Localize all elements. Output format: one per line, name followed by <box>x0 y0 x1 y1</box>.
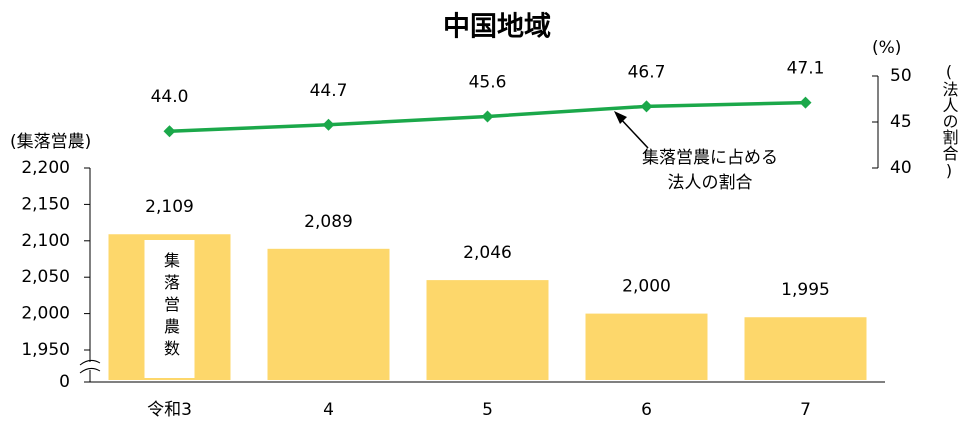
bar <box>585 313 708 380</box>
y-tick-label: 0 <box>59 372 70 392</box>
line-value-label: 46.7 <box>628 62 666 82</box>
y-tick-label: 2,000 <box>21 304 70 324</box>
bar-value-label: 2,089 <box>304 212 353 232</box>
bar <box>744 317 867 380</box>
line-value-label: 45.6 <box>469 72 507 92</box>
y-tick-label: 1,950 <box>21 340 70 360</box>
y2-tick-label: 50 <box>890 66 912 86</box>
y-tick-label: 2,050 <box>21 267 70 287</box>
annotation: 集落営農に占める <box>642 148 778 168</box>
axis-break-gap <box>80 362 100 370</box>
axis-break <box>79 359 101 366</box>
annotation-arrow <box>617 115 649 149</box>
y-tick-label: 2,150 <box>21 194 70 214</box>
series-label: 集落営農数 <box>161 252 180 362</box>
line-marker <box>322 118 335 131</box>
y-tick-label: 2,200 <box>21 158 70 178</box>
series-label-box <box>144 240 195 378</box>
bar-value-label: 2,000 <box>622 277 671 297</box>
x-tick-label: 7 <box>800 400 811 420</box>
bar-value-label: 2,046 <box>463 243 512 263</box>
x-tick-label: 令和3 <box>147 400 192 420</box>
chart-title: 中国地域 <box>443 12 551 43</box>
y2-tick-label: 45 <box>890 112 912 132</box>
line-value-label: 44.0 <box>151 87 189 107</box>
y2-tick-label: 40 <box>890 158 912 178</box>
annotation-arrowhead <box>614 111 627 124</box>
line-value-label: 47.1 <box>787 59 825 79</box>
bar-value-label: 2,109 <box>145 197 194 217</box>
bar-value-label: 1,995 <box>781 280 830 300</box>
annotation: 法人の割合 <box>668 173 753 193</box>
y2-unit: (%) <box>872 38 901 58</box>
x-tick-label: 6 <box>641 400 652 420</box>
line-marker <box>799 96 812 109</box>
line-value-label: 44.7 <box>310 81 348 101</box>
line-marker <box>163 125 176 138</box>
axis-break <box>79 367 101 374</box>
x-tick-label: 4 <box>323 400 334 420</box>
y-axis-label: (集落営農) <box>10 132 91 152</box>
line-marker <box>481 110 494 123</box>
bar <box>426 280 549 380</box>
bar <box>267 248 390 380</box>
x-tick-label: 5 <box>482 400 493 420</box>
line-marker <box>640 100 653 113</box>
y-tick-label: 2,100 <box>21 231 70 251</box>
y2-axis-label: (法人の割合) <box>940 62 959 180</box>
